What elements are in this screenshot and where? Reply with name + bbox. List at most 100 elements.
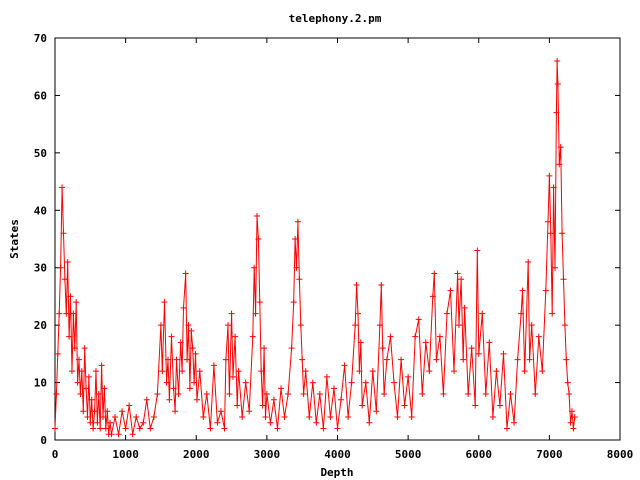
x-tick-label: 3000 [254,448,281,461]
data-point [180,304,187,311]
data-point [186,385,193,392]
data-point [133,414,140,421]
data-point [334,425,341,432]
data-point [76,356,83,363]
data-point [95,391,102,398]
data-point [496,402,503,409]
data-point [56,310,63,317]
data-point [235,368,242,375]
data-point [369,368,376,375]
data-point [73,299,80,306]
data-point [398,356,405,363]
data-point [136,425,143,432]
data-point [259,402,266,409]
data-point [526,356,533,363]
data-point [232,333,239,340]
data-point [74,379,81,386]
data-point [94,419,101,426]
data-point [366,419,373,426]
data-point [84,414,91,421]
data-point [229,373,236,380]
data-point [320,425,327,432]
data-point [552,264,559,271]
data-point [222,356,229,363]
data-point [274,425,281,432]
data-point [486,339,493,346]
data-point [52,425,58,432]
x-axis-ticks: 0 1000 2000 3000 4000 5000 6000 7000 8000 [52,38,633,461]
data-point [77,391,84,398]
data-point [549,310,556,317]
data-point [454,270,461,277]
data-point [78,368,85,375]
data-point [539,368,546,375]
data-point [553,109,560,116]
data-point [185,322,192,329]
data-point [458,276,465,283]
data-point [373,408,380,415]
data-point [182,270,189,277]
data-point [345,414,352,421]
data-point [263,391,270,398]
data-point [542,287,549,294]
data-point [299,356,306,363]
data-point [297,322,304,329]
y-tick-label: 0 [40,434,47,447]
data-point [504,425,510,432]
data-point [564,379,571,386]
data-point [475,350,482,357]
data-point [255,236,262,242]
data-point [66,333,73,340]
data-point [518,310,525,317]
data-point [101,385,108,392]
data-point [150,414,157,421]
data-point [300,391,307,398]
data-point [535,333,542,340]
data-point [455,322,462,329]
data-point [511,419,518,426]
data-point [461,304,468,311]
data-point [70,310,77,317]
x-tick-label: 0 [52,448,59,461]
data-point [493,368,500,375]
data-point [179,368,186,375]
x-tick-label: 6000 [466,448,493,461]
data-point [348,379,355,386]
data-point [460,356,467,363]
data-point [177,339,184,346]
data-point [159,368,166,375]
data-point [544,218,551,225]
y-tick-label: 60 [34,89,47,102]
data-point [381,391,388,398]
x-tick-label: 5000 [395,448,422,461]
data-point [71,345,78,352]
data-point [90,425,97,432]
data-point [468,345,475,352]
data-point [189,345,196,352]
data-point [68,368,75,375]
data-point [323,373,330,380]
y-tick-label: 30 [34,262,47,275]
data-point [261,345,268,352]
data-point [352,322,359,329]
data-point [81,345,88,352]
data-point [443,310,450,317]
data-point [172,408,179,415]
data-point [196,368,203,375]
data-point [391,379,397,386]
data-point [100,414,107,421]
data-point [85,373,92,380]
data-point [97,425,104,432]
data-point [561,322,568,329]
data-point [61,276,68,283]
data-point [387,333,394,340]
data-point [92,368,99,375]
data-point [514,356,521,363]
data-point [234,402,241,409]
data-point [60,230,67,237]
data-point [91,408,98,415]
data-point [532,391,539,398]
data-point [302,368,309,375]
data-point [507,391,514,398]
data-point [214,419,221,426]
